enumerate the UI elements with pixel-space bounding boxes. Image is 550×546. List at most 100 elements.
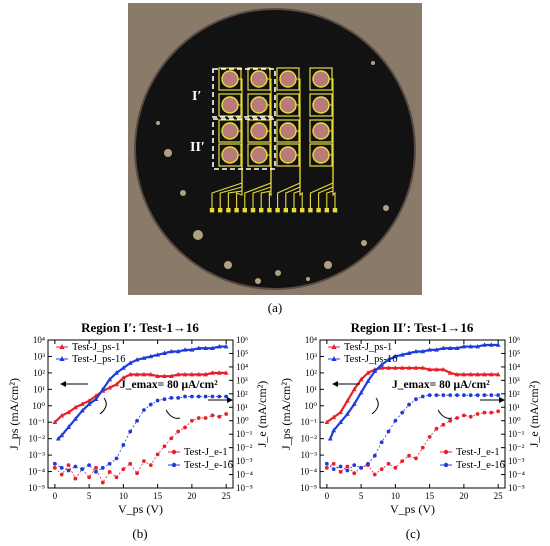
data-point — [59, 465, 64, 470]
data-point — [175, 371, 181, 377]
data-point — [420, 445, 425, 450]
caption-b: (b) — [132, 526, 148, 541]
y-left-tick-label: 10⁻³ — [301, 450, 318, 460]
y-left-axis-label: J_ps (mA/cm²) — [8, 378, 21, 450]
data-point — [448, 418, 453, 423]
y-left-tick-label: 10⁴ — [305, 335, 317, 345]
y-right-tick-label: 10⁴ — [236, 362, 248, 372]
jemax-annotation: J_emax= 80 μA/cm² — [392, 379, 490, 391]
data-point — [406, 350, 412, 355]
y-left-tick-label: 10⁻⁵ — [28, 483, 45, 493]
y-right-tick-label: 10⁻⁴ — [508, 470, 525, 480]
data-point — [73, 416, 78, 421]
data-point — [386, 365, 391, 370]
x-tick-label: 0 — [53, 491, 58, 501]
data-point — [475, 343, 480, 349]
y-left-tick-label: 10⁻⁵ — [300, 483, 317, 493]
data-point — [495, 371, 501, 377]
wafer-emitter-pad — [250, 96, 268, 114]
wafer-particle — [371, 61, 375, 65]
legend-label: Test-J_e-1 — [456, 447, 500, 458]
data-point — [324, 419, 330, 425]
wafer-bond-pad — [308, 208, 313, 213]
data-point — [461, 343, 467, 349]
data-point — [468, 414, 473, 419]
wafer-cell-frame — [247, 67, 271, 91]
data-point — [182, 371, 188, 377]
data-point — [79, 401, 85, 406]
data-point — [386, 429, 391, 434]
data-point — [447, 370, 453, 375]
wafer-cell-frame — [276, 67, 300, 91]
data-point — [448, 393, 453, 398]
y-left-axis-label: J_ps (mA/cm²) — [280, 378, 293, 450]
data-point — [351, 386, 357, 392]
data-point — [434, 426, 439, 431]
data-point — [366, 461, 370, 466]
y-left-tick-label: 10² — [33, 368, 45, 378]
data-point — [216, 343, 222, 349]
data-point — [434, 393, 439, 398]
y-right-tick-label: 10⁻² — [508, 443, 525, 453]
wafer-cell-frame — [218, 119, 242, 143]
data-point — [455, 393, 459, 398]
data-point — [441, 393, 446, 398]
y-right-tick-label: 10⁵ — [508, 348, 520, 358]
wafer-photo: I′ II′ — [128, 3, 422, 295]
data-point — [162, 373, 167, 378]
data-point — [468, 371, 474, 377]
data-point — [489, 393, 494, 398]
data-point — [372, 472, 377, 477]
y-right-tick-label: 10¹ — [508, 402, 520, 412]
data-point — [52, 419, 58, 425]
y-left-tick-label: 10⁻² — [29, 434, 46, 444]
y-right-tick-label: 10⁴ — [508, 362, 520, 372]
data-point — [338, 409, 343, 415]
legend-label: Test-J_e-1 — [184, 447, 228, 458]
legend-marker — [331, 344, 337, 349]
data-point — [148, 402, 153, 407]
legend-marker — [331, 356, 337, 361]
y-right-axis-label: J_e (mA/cm²) — [527, 381, 541, 448]
data-point — [210, 413, 215, 418]
data-point — [87, 463, 92, 468]
legend-label: Test-J_ps-1 — [344, 342, 392, 353]
data-point — [114, 381, 119, 387]
wafer-particle — [164, 149, 172, 157]
data-point — [461, 413, 466, 418]
wafer-bond-pad — [218, 208, 223, 213]
region-II-label: II′ — [190, 140, 205, 155]
data-point — [148, 371, 154, 377]
wafer-cell-frame — [309, 93, 333, 117]
data-point — [393, 465, 398, 470]
wafer-emitter-pad — [279, 146, 297, 164]
data-point — [127, 371, 133, 377]
legend-label: Test-J_ps-1 — [72, 342, 120, 353]
data-point — [345, 464, 350, 469]
wafer-cell-frame — [276, 93, 300, 117]
chart-title: Region II′: Test-1→16 — [351, 320, 474, 335]
data-point — [135, 471, 139, 476]
wafer-emitter-pad — [250, 146, 268, 164]
data-point — [488, 342, 494, 347]
data-point — [135, 418, 139, 423]
data-point — [386, 461, 391, 466]
y-right-tick-label: 10⁻¹ — [508, 429, 525, 439]
data-point — [482, 371, 487, 377]
x-tick-label: 10 — [119, 491, 128, 501]
data-point — [66, 424, 71, 429]
data-point — [203, 371, 208, 377]
data-point — [468, 393, 473, 398]
wafer-bond-pad — [316, 208, 321, 213]
data-point — [196, 371, 202, 377]
data-point — [142, 459, 146, 463]
y-left-tick-label: 10⁴ — [33, 335, 45, 345]
wafer-cell-frame — [309, 67, 333, 91]
data-point — [162, 350, 167, 355]
legend-label: Test-J_ps-16 — [72, 354, 126, 365]
axis-arrow-left-head — [332, 381, 338, 387]
data-point — [441, 422, 446, 427]
data-point — [475, 393, 480, 398]
axis-arrow-right-head — [227, 397, 233, 403]
y-right-tick-label: 10⁶ — [508, 335, 520, 345]
